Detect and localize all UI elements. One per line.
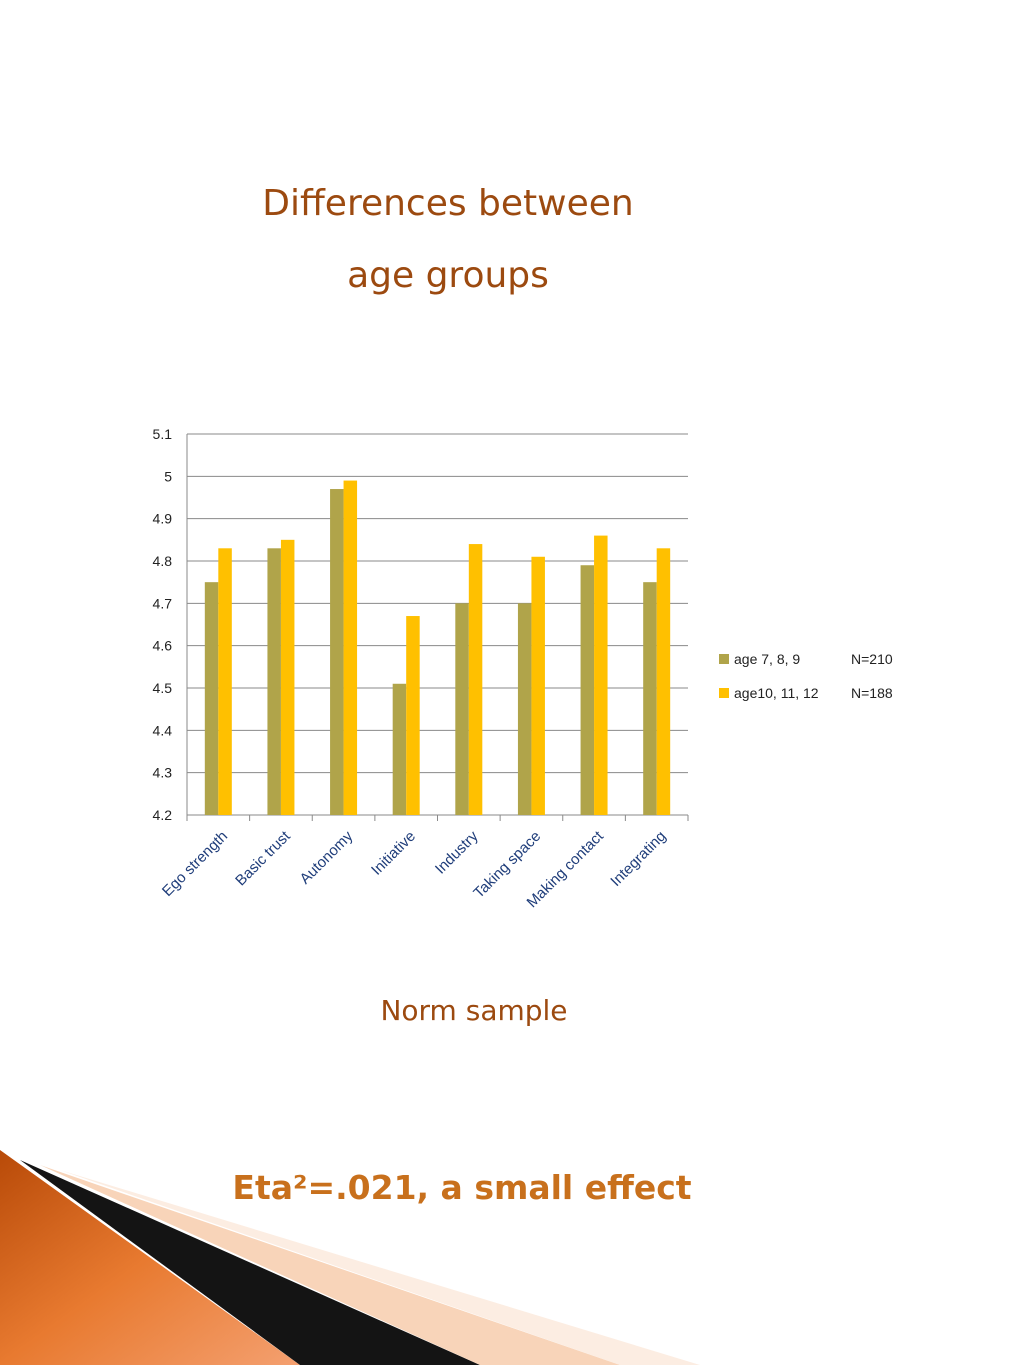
y-tick-label: 4.5 [153, 680, 173, 696]
legend-label: age 7, 8, 9 [734, 651, 800, 667]
bar-age-10-12 [656, 548, 671, 815]
bar-age-7-9 [392, 683, 407, 815]
bar-age-10-12 [218, 548, 232, 815]
bar-age-10-12 [280, 539, 295, 815]
bar-age-7-9 [643, 582, 657, 815]
y-tick-label: 5.1 [153, 426, 173, 442]
x-category-label: Basic trust [232, 827, 294, 889]
legend-label: age10, 11, 12 [734, 685, 819, 701]
y-tick-label: 4.6 [153, 638, 173, 654]
title-line-2: age groups [347, 255, 549, 296]
legend-n-label: N=188 [851, 685, 893, 701]
x-category-label: Autonomy [297, 827, 357, 887]
x-category-label: Integrating [607, 828, 669, 890]
legend-swatch [719, 654, 729, 664]
effect-size-note: Eta²=.021, a small effect [232, 1168, 692, 1207]
y-tick-label: 4.9 [153, 511, 173, 527]
bar-age-7-9 [455, 603, 469, 815]
bar-age-10-12 [468, 544, 483, 815]
bar-age-7-9 [204, 582, 219, 815]
bar-chart: 5.1 5 4.9 4.8 4.7 4.6 4.5 4.4 4.3 4.2 Ego strength… [153, 426, 893, 911]
bar-age-10-12 [594, 535, 608, 815]
bar-age-7-9 [517, 603, 532, 815]
bar-age-10-12 [406, 616, 420, 815]
bar-age-10-12 [343, 480, 358, 815]
bar-age-10-12 [531, 556, 545, 815]
y-tick-label: 4.3 [153, 765, 173, 781]
x-category-label: Ego strength [159, 828, 231, 900]
bar-age-7-9 [330, 489, 344, 815]
slide-title: Differences between age groups [160, 168, 736, 312]
legend-swatch [719, 688, 729, 698]
x-category-label: Initiative [368, 828, 419, 879]
y-tick-label: 5 [164, 468, 172, 484]
y-tick-label: 4.2 [153, 807, 173, 823]
y-tick-label: 4.8 [153, 553, 173, 569]
y-tick-label: 4.7 [153, 595, 173, 611]
x-category-label: Industry [432, 827, 482, 877]
bar-age-7-9 [580, 565, 595, 815]
title-line-1: Differences between [262, 183, 634, 224]
y-tick-label: 4.4 [153, 722, 173, 738]
legend-n-label: N=210 [851, 651, 893, 667]
chart-subtitle: Norm sample [380, 994, 568, 1027]
bar-age-7-9 [267, 548, 281, 815]
